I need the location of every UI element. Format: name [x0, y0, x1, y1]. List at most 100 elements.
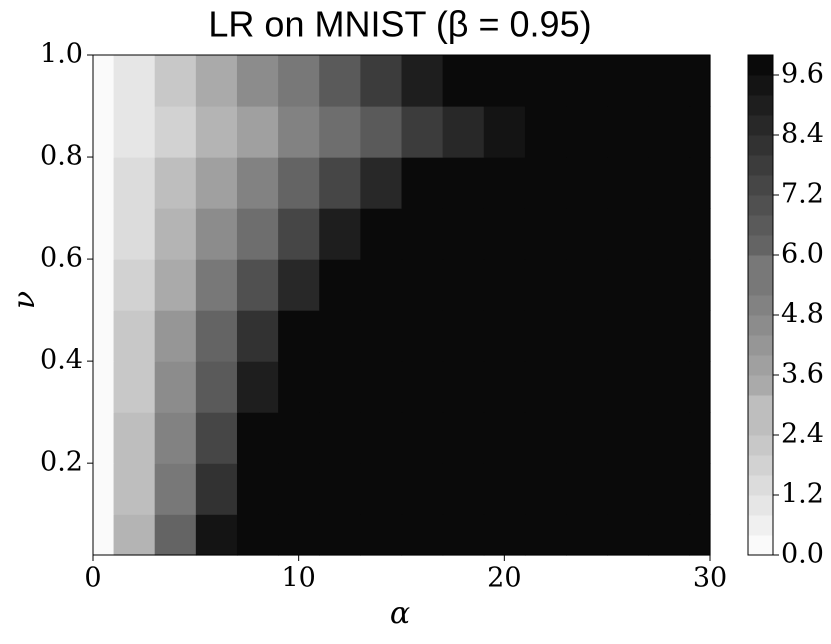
- contour-cell: [566, 412, 608, 464]
- contour-cell: [648, 55, 691, 107]
- contour-cell: [319, 310, 361, 362]
- contour-cell: [154, 463, 197, 515]
- contour-cell: [278, 463, 320, 515]
- colorbar-band: [748, 335, 773, 356]
- contour-cell: [689, 55, 711, 107]
- contour-cell: [154, 106, 197, 158]
- contour-cell: [524, 259, 567, 311]
- colorbar-tick-label: 0.0: [781, 539, 824, 570]
- contour-cell: [607, 310, 649, 362]
- colorbar-frame: [747, 54, 774, 556]
- contour-cell: [607, 55, 649, 107]
- colorbar-band: [748, 275, 773, 296]
- contour-cell: [154, 55, 197, 107]
- contour-cell: [689, 259, 711, 311]
- colorbar-band: [748, 375, 773, 396]
- contour-cell: [607, 412, 649, 464]
- contour-cell: [566, 310, 608, 362]
- contour-cell: [401, 208, 444, 260]
- contour-cell: [236, 55, 279, 107]
- contour-cell: [524, 208, 567, 260]
- contour-cell: [483, 463, 526, 515]
- contour-cell: [648, 157, 691, 209]
- contour-cell: [483, 208, 526, 260]
- contour-cell: [236, 208, 279, 260]
- contour-cell: [566, 55, 608, 107]
- contour-cell: [442, 361, 485, 413]
- contour-cell: [195, 208, 238, 260]
- contour-cell: [483, 310, 526, 362]
- contour-cell: [278, 55, 320, 107]
- contour-cell: [607, 208, 649, 260]
- contour-cell: [648, 259, 691, 311]
- x-tick-label: 0: [84, 563, 101, 594]
- contour-cell: [154, 259, 197, 311]
- contour-cell: [360, 106, 403, 158]
- contour-cell: [648, 361, 691, 413]
- contour-cell: [154, 514, 197, 556]
- contour-cell: [93, 310, 115, 362]
- contour-cell: [442, 463, 485, 515]
- y-axis-label: ν: [7, 291, 42, 309]
- colorbar-band: [748, 55, 773, 76]
- contour-cell: [360, 463, 403, 515]
- contour-cell: [483, 412, 526, 464]
- contour-cell: [483, 514, 526, 556]
- contour-cell: [195, 310, 238, 362]
- contour-cell: [607, 157, 649, 209]
- plot-frame: [92, 54, 711, 556]
- contour-cell: [319, 208, 361, 260]
- contour-cell: [93, 106, 115, 158]
- contour-cell: [319, 361, 361, 413]
- contour-cell: [360, 361, 403, 413]
- x-tick-label: 10: [281, 563, 315, 594]
- contour-cell: [648, 106, 691, 158]
- contour-cell: [154, 412, 197, 464]
- contour-cell: [566, 259, 608, 311]
- contour-cell: [689, 463, 711, 515]
- contour-cell: [236, 259, 279, 311]
- contour-cell: [401, 361, 444, 413]
- y-tick-label: 0.4: [40, 345, 83, 376]
- contour-cell: [401, 514, 444, 556]
- contour-cell: [319, 157, 361, 209]
- contour-cell: [113, 361, 156, 413]
- contour-cell: [319, 412, 361, 464]
- contour-cell: [195, 259, 238, 311]
- contour-cell: [648, 208, 691, 260]
- contour-cell: [689, 361, 711, 413]
- contour-cell: [236, 514, 279, 556]
- contour-cell: [113, 208, 156, 260]
- contour-cell: [360, 412, 403, 464]
- contour-cell: [566, 157, 608, 209]
- colorbar-band: [748, 175, 773, 196]
- contour-cell: [689, 157, 711, 209]
- contour-cell: [278, 157, 320, 209]
- contour-cell: [113, 106, 156, 158]
- chart-title: LR on MNIST (β = 0.95): [208, 4, 591, 45]
- contour-cell: [524, 514, 567, 556]
- contour-cell: [648, 514, 691, 556]
- contour-cell: [524, 361, 567, 413]
- contour-cell: [278, 310, 320, 362]
- contour-cell: [195, 463, 238, 515]
- colorbar-band: [748, 355, 773, 376]
- contour-cell: [566, 514, 608, 556]
- colorbar-band: [748, 495, 773, 516]
- colorbar-band: [748, 475, 773, 496]
- colorbar-band: [748, 415, 773, 436]
- contour-cell: [524, 310, 567, 362]
- colorbar-tick-label: 8.4: [781, 119, 824, 150]
- contour-cell: [236, 361, 279, 413]
- contour-cell: [401, 412, 444, 464]
- contour-cell: [566, 106, 608, 158]
- contour-cell: [154, 157, 197, 209]
- contour-cell: [607, 361, 649, 413]
- colorbar-tick-label: 7.2: [781, 179, 824, 210]
- x-axis-label: α: [390, 596, 410, 631]
- contour-cell: [607, 106, 649, 158]
- contour-cell: [566, 208, 608, 260]
- colorbar-band: [748, 435, 773, 456]
- contour-cell: [401, 310, 444, 362]
- contour-cell: [278, 106, 320, 158]
